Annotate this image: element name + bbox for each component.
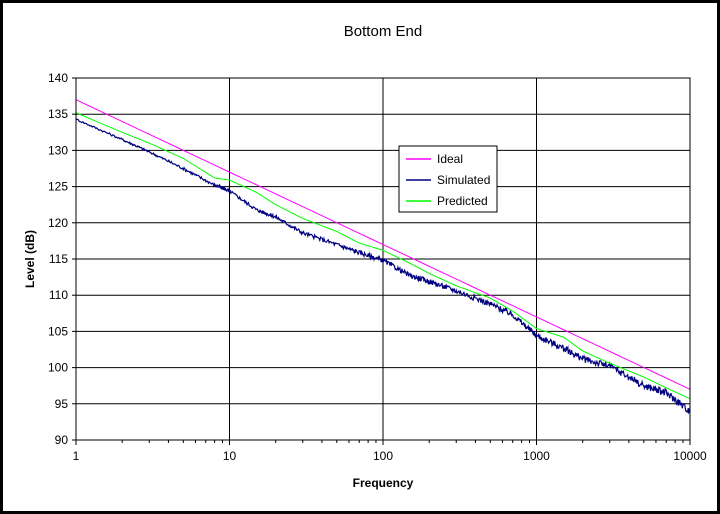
x-tick-label: 100 [373, 449, 393, 463]
legend-label-predicted: Predicted [437, 194, 488, 208]
x-tick-label: 10000 [673, 449, 707, 463]
line-chart: Bottom End Frequency Level (dB) 90 95 100 1… [23, 23, 707, 490]
x-tick-label: 1 [73, 449, 80, 463]
y-tick-label: 95 [55, 397, 69, 411]
y-tick-label: 140 [48, 71, 68, 85]
y-tick-label: 115 [49, 252, 68, 266]
legend: Ideal Simulated Predicted [398, 145, 498, 213]
y-tick-label: 120 [48, 216, 68, 230]
series-line-ideal [75, 99, 691, 390]
x-tick-label: 1000 [523, 449, 550, 463]
y-tick-label: 130 [48, 143, 68, 157]
y-axis-label: Level (dB) [23, 230, 37, 288]
x-axis-label: Frequency [353, 476, 414, 490]
series-line-simulated [75, 118, 691, 415]
y-tick-label: 125 [48, 180, 68, 194]
plot-border [75, 77, 691, 441]
y-tick-label: 100 [48, 361, 68, 375]
chart-frame: Bottom End Frequency Level (dB) 90 95 100 1… [3, 3, 717, 511]
y-tick-label: 110 [49, 288, 68, 302]
series-line-predicted [75, 112, 691, 400]
chart-title: Bottom End [344, 23, 422, 40]
y-tick-label: 105 [48, 324, 68, 338]
legend-label-simulated: Simulated [437, 173, 490, 187]
y-tick-label: 90 [55, 433, 69, 447]
x-tick-label: 10 [223, 449, 237, 463]
y-tick-label: 135 [48, 107, 68, 121]
legend-label-ideal: Ideal [437, 152, 463, 166]
